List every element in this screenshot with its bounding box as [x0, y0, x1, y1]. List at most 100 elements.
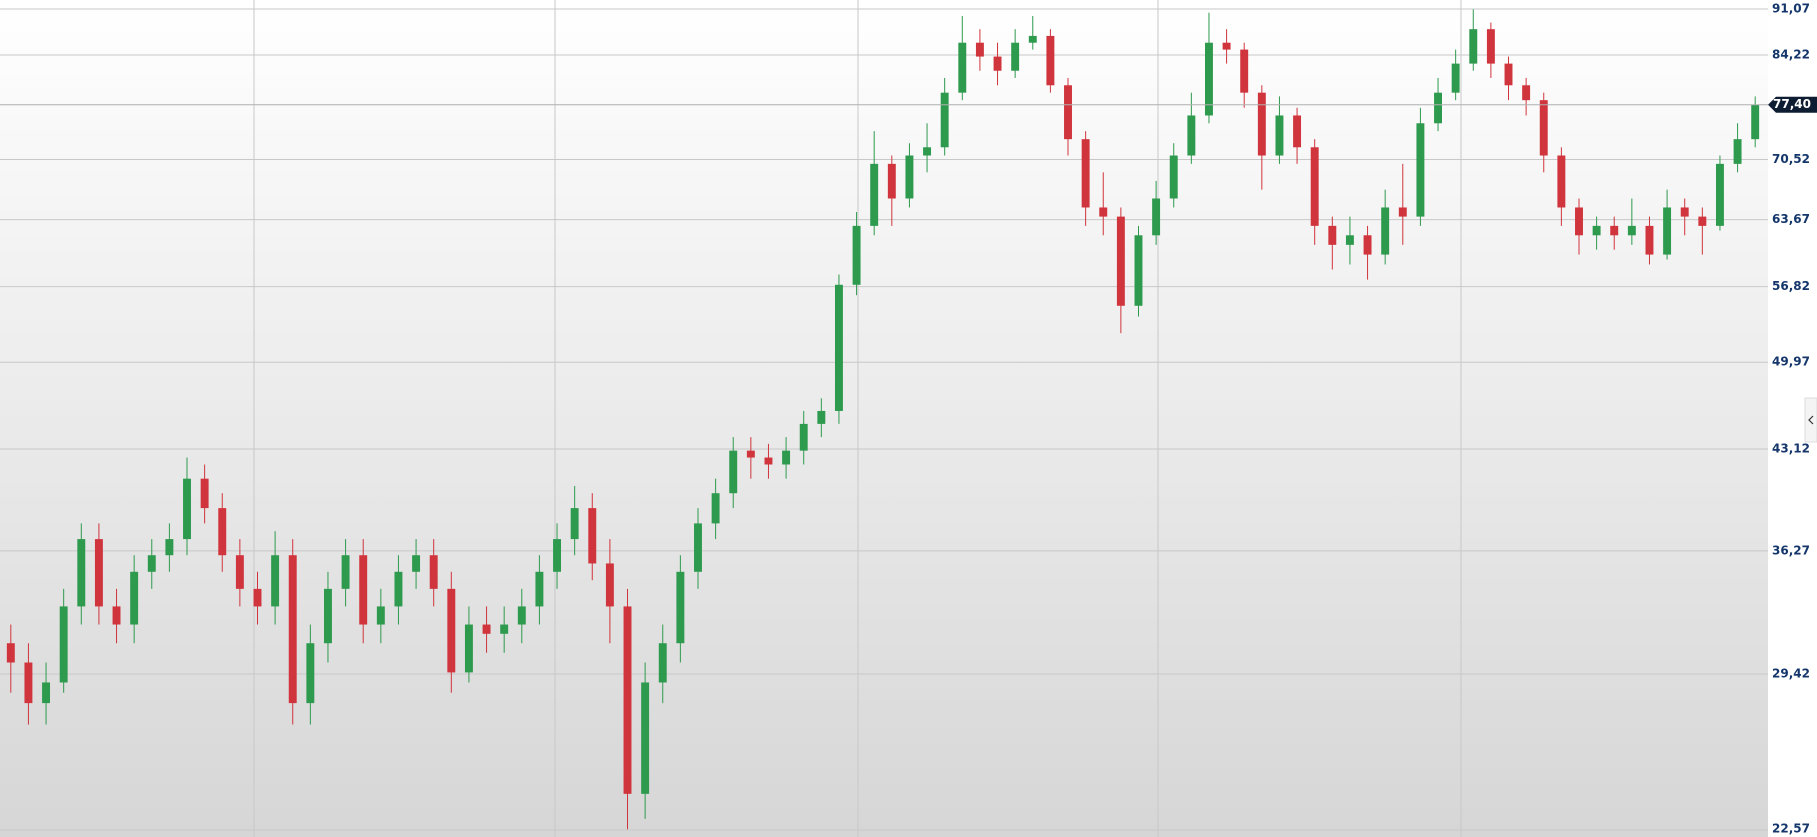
candle-body	[1610, 225, 1619, 236]
candle-body	[376, 606, 385, 625]
candle-body	[1363, 235, 1372, 255]
candle-body	[235, 555, 244, 589]
candle-body	[1663, 207, 1672, 255]
candle-body	[482, 624, 491, 634]
candle-body	[1522, 85, 1531, 101]
side-tab[interactable]	[1804, 397, 1817, 443]
candle-body	[958, 42, 967, 93]
candle-body	[1592, 225, 1601, 236]
candle-body	[1257, 92, 1266, 156]
candle-body	[288, 555, 297, 704]
candle-body	[1751, 104, 1760, 140]
candle-body	[834, 284, 843, 411]
candle-body	[729, 450, 738, 494]
candle-body	[782, 450, 791, 465]
y-tick-label: 22,57	[1772, 822, 1810, 836]
candle-body	[1451, 63, 1460, 93]
side-tab-arrow	[1808, 415, 1814, 425]
candle-body	[993, 56, 1002, 71]
candle-body	[1486, 29, 1495, 64]
candle-body	[24, 662, 33, 704]
y-tick-label: 56,82	[1772, 279, 1810, 293]
candle-body	[1328, 225, 1337, 245]
candle-body	[676, 571, 685, 644]
candle-body	[623, 606, 632, 794]
candle-body	[711, 493, 720, 524]
y-tick-label: 84,22	[1772, 48, 1810, 62]
candle-body	[570, 508, 579, 540]
candle-body	[130, 571, 139, 625]
candle-body	[535, 571, 544, 607]
candle-body	[1627, 225, 1636, 236]
candle-body	[253, 588, 262, 607]
candle-body	[870, 163, 879, 226]
candle-body	[1575, 207, 1583, 236]
candle-body	[1469, 29, 1478, 64]
candle-body	[1539, 100, 1548, 156]
candle-body	[500, 624, 509, 634]
candle-body	[1680, 207, 1689, 217]
y-tick-label: 63,67	[1772, 212, 1810, 226]
candle-body	[658, 643, 667, 683]
candle-body	[1152, 198, 1161, 236]
candle-body	[1064, 85, 1072, 140]
candle-body	[271, 555, 280, 607]
candle-body	[746, 450, 755, 458]
y-tick-label: 49,97	[1772, 355, 1810, 369]
candle-body	[694, 523, 702, 572]
candle-body	[1169, 155, 1178, 199]
candle-body	[1398, 207, 1407, 217]
candle-body	[1698, 216, 1707, 226]
candle-body	[799, 423, 808, 451]
candle-body	[341, 555, 350, 589]
candle-body	[975, 42, 984, 57]
candle-body	[183, 478, 191, 540]
candle-body	[923, 147, 932, 156]
candle-body	[1557, 155, 1566, 208]
candle-body	[1081, 139, 1090, 208]
candle-body	[1645, 225, 1654, 255]
candle-body	[42, 682, 51, 704]
candle-body	[306, 643, 315, 704]
last-price-badge	[1768, 96, 1817, 113]
candle-body	[1715, 163, 1724, 226]
candle-body	[1310, 147, 1319, 226]
candle-body	[641, 682, 650, 794]
candle-body	[1187, 115, 1196, 156]
candle-body	[1275, 115, 1284, 156]
y-tick-label: 29,42	[1772, 667, 1810, 681]
candle-body	[1046, 35, 1055, 86]
candle-body	[553, 539, 561, 572]
candle-body	[940, 92, 949, 148]
candle-body	[1381, 207, 1390, 255]
time-grid	[253, 0, 1462, 837]
candle-body	[200, 478, 209, 509]
candle-body	[464, 624, 473, 673]
candle-body	[588, 508, 597, 564]
y-tick-label: 70,52	[1772, 152, 1810, 166]
y-tick-label: 91,07	[1772, 2, 1810, 16]
last-price-label: 77,40	[1773, 97, 1811, 111]
candle-body	[1434, 92, 1442, 124]
candle-body	[905, 155, 914, 199]
candle-body	[817, 410, 826, 424]
candle-body	[59, 606, 68, 683]
plot-background	[0, 0, 1768, 837]
candle-body	[1240, 49, 1249, 93]
candle-body	[1733, 139, 1742, 164]
y-tick-label: 43,12	[1772, 442, 1810, 456]
candle-body	[218, 508, 227, 556]
candle-body	[94, 539, 103, 607]
candle-body	[1099, 207, 1108, 217]
candle-body	[147, 555, 156, 572]
candle-body	[112, 606, 121, 625]
candle-body	[1205, 42, 1213, 116]
candle-body	[77, 539, 86, 607]
candle-body	[887, 163, 896, 199]
candle-body	[165, 539, 174, 556]
candle-body	[412, 555, 421, 572]
candle-body	[1134, 235, 1143, 306]
candle-body	[1011, 42, 1020, 71]
